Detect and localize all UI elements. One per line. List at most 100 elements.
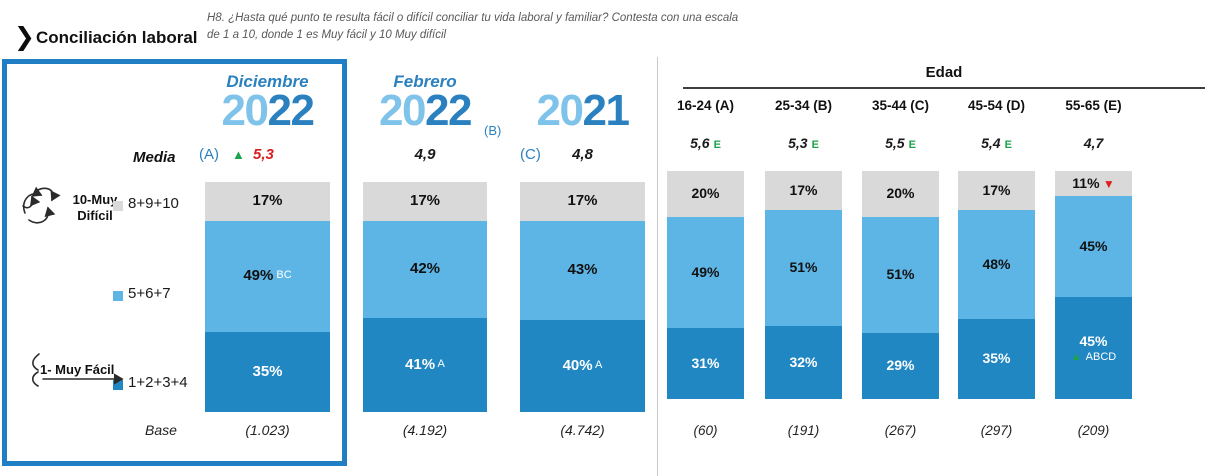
- highlight-box: [2, 59, 347, 466]
- segment-value: 17%: [409, 192, 441, 210]
- segment-value-label: 43%: [567, 262, 597, 279]
- year-dark-digits: 21: [582, 86, 630, 135]
- stacked-bar: 20% 49% 31%: [667, 171, 744, 399]
- chevron-icon: ❯: [14, 23, 35, 51]
- segment-value-label: 17%: [410, 193, 440, 210]
- segment-value-label: 45%: [1079, 332, 1108, 349]
- bar-segment-top: 17%: [363, 182, 487, 222]
- bar-segment-mid: 51%: [862, 216, 939, 333]
- age-column-2: 25-34 (B) 5,3 E 17% 51% 32% (191): [765, 59, 842, 463]
- bucket-swatch-5-6-7: [113, 291, 123, 301]
- media-significance-letter: E: [1004, 139, 1012, 151]
- segment-value: 29%: [886, 357, 915, 374]
- media-value: 4,8: [572, 146, 593, 163]
- segment-value: 45%: [1079, 237, 1108, 254]
- media-row-label: Media: [133, 149, 176, 166]
- significance-letters: A: [435, 357, 445, 370]
- segment-value-label: 35%: [982, 351, 1010, 366]
- stacked-bar: 17% 49% BC 35%: [205, 182, 330, 412]
- base-row-label: Base: [145, 422, 177, 438]
- segment-value-label: 51%: [789, 260, 817, 275]
- segment-value: 31%: [691, 354, 720, 371]
- edad-header-rule: [683, 87, 1205, 89]
- age-media-row: 5,4 E: [981, 135, 1012, 151]
- page-title: Conciliación laboral: [36, 28, 198, 47]
- bucket-swatch-8-9-10: [113, 201, 123, 211]
- bar-segment-bottom: 35%: [205, 332, 330, 412]
- segment-value-label: 32%: [789, 353, 818, 370]
- segment-value: 11%: [1072, 174, 1100, 191]
- segment-value-label: 42%: [409, 260, 441, 278]
- age-group-label: 45-54 (D): [967, 98, 1026, 113]
- segment-value: 32%: [789, 353, 818, 370]
- year-dark-digits: 22: [267, 86, 315, 135]
- segment-value-label: 40% A: [562, 356, 603, 375]
- age-group-label: 16-24 (A): [676, 98, 735, 113]
- age-column-1: 16-24 (A) 5,6 E 20% 49% 31% (60): [667, 59, 744, 463]
- wave-month-label: Febrero: [393, 72, 457, 91]
- segment-value-label: 20%: [691, 185, 720, 202]
- segment-value-label: 17%: [252, 192, 282, 210]
- age-column-3: 35-44 (C) 5,5 E 20% 51% 29% (267): [862, 59, 939, 463]
- base-value: (209): [1077, 423, 1110, 438]
- segment-value: 49%: [243, 267, 274, 285]
- bar-segment-mid: 43%: [520, 221, 645, 320]
- bucket-swatch-1-2-3-4: [113, 380, 123, 390]
- base-value: (297): [980, 423, 1013, 438]
- bar-segment-top: 20%: [667, 171, 744, 217]
- bar-segment-mid: 45%: [1055, 195, 1132, 298]
- bar-segment-mid: 48%: [958, 209, 1035, 320]
- wave-letter: (C): [520, 146, 541, 163]
- segment-value: 42%: [409, 260, 441, 278]
- segment-value: 17%: [789, 181, 818, 198]
- age-media-row: 4,7: [1084, 135, 1103, 151]
- bar-segment-bottom: 35%: [958, 319, 1035, 399]
- age-group-label: 55-65 (E): [1065, 98, 1122, 113]
- media-value: 5,6: [690, 135, 710, 151]
- segment-value-label: 17%: [567, 193, 597, 210]
- bar-segment-mid: 49% BC: [205, 220, 330, 333]
- stacked-bar: 17% 51% 32%: [765, 171, 842, 399]
- age-media-row: 5,3 E: [788, 135, 819, 151]
- media-value: 5,3: [788, 135, 808, 151]
- segment-value: 20%: [691, 185, 720, 202]
- bar-segment-bottom: 41% A: [363, 317, 487, 412]
- wave-month-label: Diciembre: [226, 72, 309, 91]
- section-divider: [657, 57, 658, 476]
- bucket-label-1-2-3-4: 1+2+3+4: [128, 374, 188, 391]
- age-group-label: 25-34 (B): [774, 98, 833, 113]
- age-column-5: 55-65 (E) 4,7 11% ▼ 45% 45% ▲ ABCD (209): [1055, 59, 1132, 463]
- bar-segment-mid: 51%: [765, 209, 842, 327]
- segment-value: 49%: [691, 263, 720, 280]
- segment-value: 40%: [562, 356, 593, 374]
- wave-column-3: 2021 (C) 4,8 17% 43% 40% A (4.742): [520, 59, 645, 463]
- triangle-up-icon: ▲: [232, 147, 245, 162]
- base-value: (267): [884, 423, 917, 438]
- difficult-anchor-label: 10-Muy Difícil: [72, 192, 118, 223]
- bar-segment-top: 11% ▼: [1055, 171, 1132, 196]
- segment-value-label: 29%: [886, 358, 914, 373]
- year-light-digits: 20: [379, 86, 426, 135]
- year-light-digits: 20: [536, 86, 584, 135]
- stacked-bar: 17% 48% 35%: [958, 171, 1035, 399]
- stacked-bar: 11% ▼ 45% 45% ▲ ABCD: [1055, 171, 1132, 399]
- bar-segment-top: 20%: [862, 171, 939, 217]
- base-value: (1.023): [245, 422, 290, 438]
- bar-segment-top: 17%: [958, 171, 1035, 210]
- segment-value-label: 17%: [789, 181, 818, 198]
- base-value: (191): [787, 423, 820, 438]
- age-media-row: 5,5 E: [885, 135, 916, 151]
- bar-segment-bottom: 40% A: [520, 320, 645, 412]
- wave-year-label: 2022: [379, 86, 472, 135]
- base-value: (4.192): [402, 422, 448, 438]
- bar-segment-top: 17%: [765, 171, 842, 210]
- year-light-digits: 20: [221, 86, 269, 135]
- triangle-down-icon: ▼: [1099, 176, 1115, 191]
- segment-value: 17%: [567, 192, 598, 210]
- bar-segment-mid: 42%: [363, 221, 487, 318]
- media-significance-letter: E: [713, 139, 721, 151]
- media-value: 4,9: [414, 146, 436, 163]
- edad-section-title: Edad: [925, 64, 963, 81]
- segment-value: 45%: [1079, 332, 1108, 349]
